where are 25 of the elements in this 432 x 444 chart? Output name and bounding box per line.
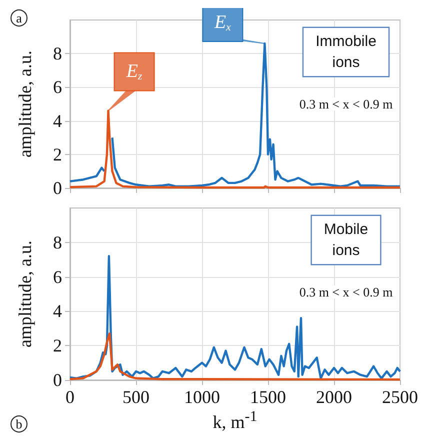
y-tick-label: 4 [53, 110, 62, 131]
text: b [16, 416, 22, 432]
x-tick-label: 2500 [382, 387, 418, 407]
x-tick-label: 2000 [316, 387, 352, 407]
x-axis-title: k, m$^{-1}$ [212, 408, 258, 433]
y-tick-label: 0 [53, 178, 62, 198]
y-tick-label: 8 [53, 44, 62, 64]
x-tick-label: 0 [66, 387, 74, 407]
annotation: Mobile ions [324, 221, 368, 259]
x-tick-label: 500 [122, 387, 150, 407]
y-axis-title: amplitude, a.u. [15, 50, 35, 158]
y-tick-label: 2 [53, 144, 62, 164]
annotation: 0.3 m < x < 0.9 m [299, 96, 393, 112]
y-tick-label: 4 [53, 301, 62, 322]
y-tick-label: 8 [53, 232, 62, 252]
annotation: 0.3 m < x < 0.9 m [299, 284, 393, 300]
y-tick-label: 0 [53, 370, 62, 390]
y-axis-title: amplitude, a.u. [15, 240, 35, 348]
annotation: Immobile ions [316, 33, 376, 71]
text: a [16, 10, 22, 26]
x-tick-label: 1500 [250, 387, 286, 407]
x-tick-label: 1000 [184, 387, 220, 407]
y-tick-label: 6 [53, 266, 62, 287]
y-tick-label: 6 [53, 77, 62, 98]
y-tick-label: 2 [53, 336, 62, 356]
